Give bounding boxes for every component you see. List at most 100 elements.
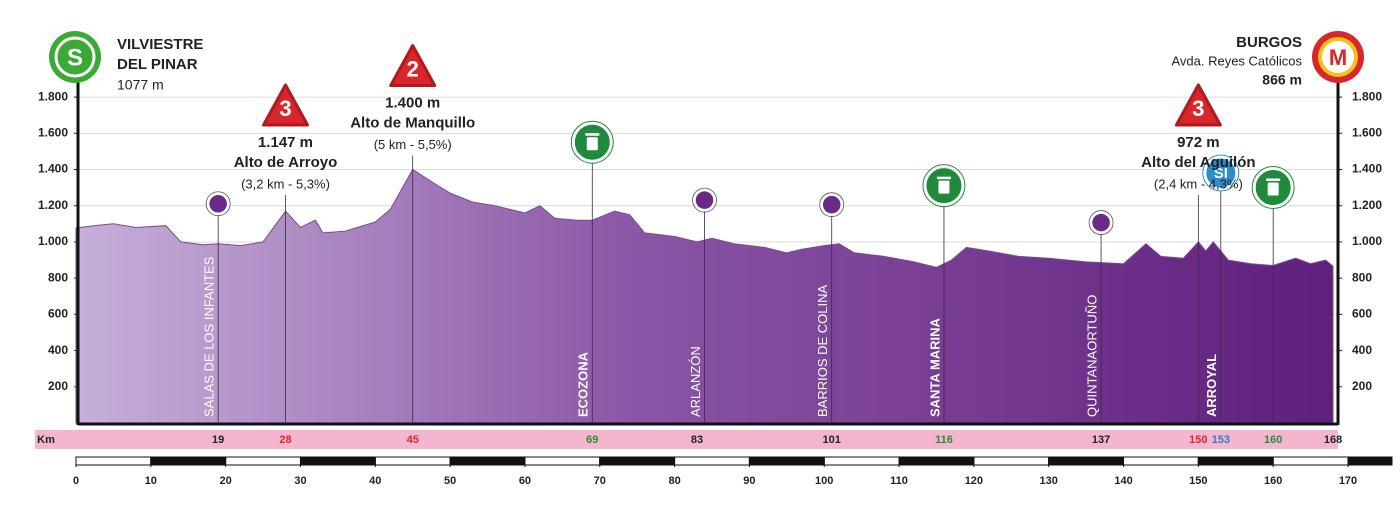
point-label: SALAS DE LOS INFANTES (202, 256, 217, 417)
y-tick-label: 400 (1352, 343, 1372, 357)
start-name: VILVIESTRE (117, 36, 203, 53)
pin-icon (1089, 211, 1113, 234)
climb-name: Alto de Arroyo (234, 154, 338, 171)
scale-segment (75, 456, 152, 466)
pin-ring (692, 187, 717, 213)
km-marker: 45 (407, 434, 419, 446)
scale-segment (374, 456, 451, 466)
sprint-ring (1202, 154, 1240, 192)
km-marker: 83 (691, 434, 703, 446)
x-tick-label: 50 (444, 475, 456, 487)
x-tick-label: 0 (73, 475, 79, 487)
x-tick-label: 170 (1339, 475, 1357, 487)
y-tick-label: 1.800 (38, 89, 68, 103)
climb-detail: (5 km - 5,5%) (374, 137, 452, 152)
scale-segment (449, 456, 526, 466)
finish-badge-inner (1322, 41, 1354, 73)
km-marker: 137 (1092, 434, 1110, 446)
climb-triangle (389, 44, 437, 88)
trash-body (1267, 182, 1279, 196)
point-label: ARROYAL (1204, 354, 1219, 417)
scale-segment (299, 456, 376, 466)
finish-altitude: 866 m (1262, 72, 1302, 88)
km-band (35, 430, 1338, 449)
finish-name: BURGOS (1236, 34, 1302, 51)
start-badge-text: S (67, 44, 83, 71)
trash-body (938, 180, 950, 194)
climb-category: 3 (279, 96, 291, 121)
y-tick-label: 1.600 (38, 125, 68, 139)
scale-segment (225, 456, 301, 466)
y-tick-label: 800 (1352, 270, 1372, 284)
x-tick-label: 80 (668, 475, 680, 487)
pin-icon (820, 193, 843, 216)
km-marker: 101 (823, 434, 841, 446)
y-tick-label: 1.200 (38, 198, 68, 212)
x-tick-label: 110 (890, 475, 908, 487)
y-tick-label: 1.000 (1352, 234, 1382, 248)
x-tick-label: 20 (220, 475, 232, 487)
pin-icon (206, 192, 230, 216)
sprint-icon-text: SI (1214, 165, 1228, 182)
scale-segment (1197, 456, 1274, 466)
climb-triangle (262, 83, 310, 127)
x-tick-label: 150 (1189, 475, 1207, 487)
trash-ring (570, 120, 614, 164)
scale-segment (599, 456, 676, 466)
climb-category: 2 (407, 56, 419, 81)
trash-ring (1251, 165, 1295, 209)
scale-segment (524, 456, 601, 466)
scale-segment (1048, 456, 1125, 466)
y-tick-label: 1.400 (38, 162, 68, 176)
scale-segment (1272, 456, 1349, 466)
climb-category: 3 (1192, 96, 1204, 121)
scale-segment (898, 456, 975, 466)
scale-segment (150, 456, 227, 466)
y-tick-label: 1.600 (1352, 125, 1382, 139)
km-label: Km (37, 434, 55, 446)
x-tick-label: 120 (965, 475, 983, 487)
km-marker: 28 (279, 434, 291, 446)
km-marker: 19 (212, 434, 224, 446)
scale-segment (748, 456, 825, 466)
climb-name: Alto de Manquillo (350, 114, 475, 131)
km-marker: 160 (1264, 434, 1282, 446)
climb-altitude: 972 m (1177, 134, 1220, 151)
point-label: SANTA MARINA (927, 317, 942, 417)
x-tick-label: 130 (1040, 475, 1058, 487)
y-tick-label: 1.000 (38, 234, 68, 248)
pin-ring (1088, 210, 1114, 235)
start-altitude: 1077 m (117, 77, 164, 93)
km-marker: 153 (1212, 434, 1230, 446)
x-tick-label: 70 (594, 475, 606, 487)
y-tick-label: 1.800 (1352, 89, 1382, 103)
pin-ring (819, 192, 845, 218)
point-label: ARLANZÓN (688, 346, 703, 417)
climb-triangle (1174, 83, 1222, 127)
climb-detail: (2,4 km - 4,3%) (1154, 176, 1243, 191)
x-tick-label: 60 (519, 475, 531, 487)
y-tick-label: 200 (1352, 379, 1372, 393)
x-tick-label: 90 (743, 475, 755, 487)
scale-segment (674, 456, 750, 466)
x-tick-label: 30 (294, 475, 306, 487)
y-tick-label: 400 (48, 343, 68, 357)
scale-segment (823, 456, 900, 466)
climb-altitude: 1.400 m (385, 94, 440, 111)
y-tick-label: 800 (48, 270, 68, 284)
pin-icon (693, 188, 716, 212)
scale-segment (973, 456, 1050, 466)
km-marker: 116 (935, 434, 953, 446)
y-tick-label: 1.200 (1352, 198, 1382, 212)
pin-ring (205, 191, 231, 217)
x-tick-label: 40 (369, 475, 381, 487)
y-tick-label: 600 (48, 307, 68, 321)
x-tick-label: 140 (1114, 475, 1132, 487)
point-label: BARRIOS DE COLINA (815, 284, 830, 417)
y-tick-label: 1.400 (1352, 162, 1382, 176)
x-tick-label: 10 (145, 475, 157, 487)
km-marker: 168 (1324, 434, 1342, 446)
sprint-icon (1203, 155, 1239, 191)
trash-ring (922, 164, 966, 208)
